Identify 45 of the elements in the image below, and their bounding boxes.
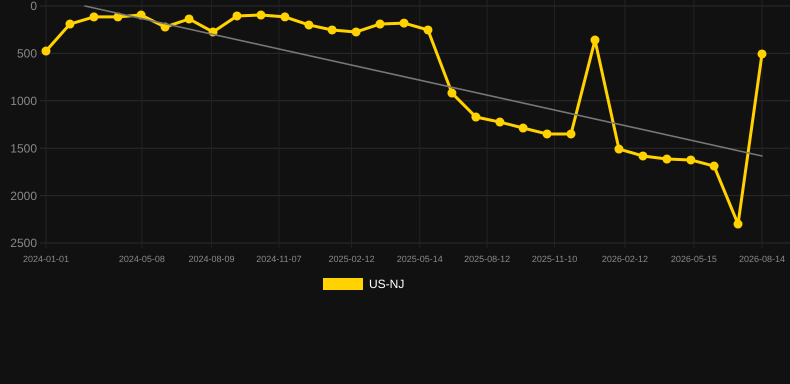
x-tick-label: 2025-11-10 xyxy=(532,254,578,264)
y-tick-label: 500 xyxy=(16,46,38,61)
x-tick-label: 2024-01-01 xyxy=(22,254,70,264)
x-tick-label: 2024-05-08 xyxy=(118,254,165,264)
point xyxy=(710,162,719,171)
point xyxy=(232,11,242,20)
point xyxy=(471,112,480,122)
point xyxy=(614,144,624,154)
point xyxy=(686,155,696,164)
point xyxy=(328,25,337,34)
x-tick-label: 2025-05-14 xyxy=(396,254,443,264)
x-tick-label: 2026-05-15 xyxy=(670,254,717,264)
point xyxy=(352,27,361,36)
point xyxy=(566,129,576,138)
point xyxy=(89,12,98,22)
legend-label: US-NJ xyxy=(369,277,404,292)
point xyxy=(518,124,528,133)
point xyxy=(423,25,432,34)
point xyxy=(184,14,194,24)
x-tick-label: 2024-08-09 xyxy=(188,254,235,264)
x-tick-label: 2026-02-12 xyxy=(602,254,648,264)
y-tick-label: 1000 xyxy=(10,94,38,108)
point xyxy=(662,154,672,164)
point xyxy=(542,129,552,138)
point xyxy=(42,46,50,56)
x-tick-label: 2025-08-12 xyxy=(464,254,510,264)
x-tick-label: 2024-11-07 xyxy=(256,254,302,264)
point xyxy=(400,18,408,28)
point xyxy=(734,220,743,229)
y-tick-label: 2000 xyxy=(10,188,38,203)
y-tick-label: 0 xyxy=(30,0,38,14)
x-tick-label: 2026-08-14 xyxy=(738,254,786,264)
point xyxy=(65,20,74,29)
point xyxy=(256,10,266,20)
point xyxy=(590,36,600,45)
point xyxy=(495,118,504,127)
point xyxy=(758,49,766,58)
y-tick-label: 2500 xyxy=(10,236,38,250)
point xyxy=(376,20,385,29)
point xyxy=(280,12,290,22)
x-tick-label: 2025-02-12 xyxy=(328,254,375,264)
point xyxy=(304,20,314,30)
point xyxy=(638,151,648,160)
point xyxy=(447,88,456,98)
y-tick-label: 1500 xyxy=(10,141,38,156)
